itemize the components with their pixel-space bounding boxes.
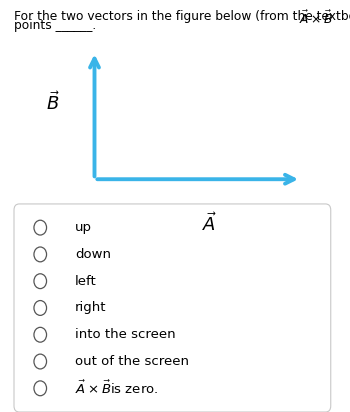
Text: into the screen: into the screen <box>75 328 176 341</box>
Text: points ______.: points ______. <box>14 19 96 33</box>
Text: up: up <box>75 221 92 234</box>
Circle shape <box>34 247 47 262</box>
Text: out of the screen: out of the screen <box>75 355 189 368</box>
Text: left: left <box>75 275 97 288</box>
Text: down: down <box>75 248 111 261</box>
Circle shape <box>34 274 47 288</box>
Circle shape <box>34 327 47 342</box>
Circle shape <box>34 354 47 369</box>
Circle shape <box>34 381 47 396</box>
Text: $\vec{A}\times \vec{B}$is zero.: $\vec{A}\times \vec{B}$is zero. <box>75 379 159 397</box>
Text: $\vec{B}$: $\vec{B}$ <box>46 91 60 115</box>
Text: right: right <box>75 302 107 314</box>
Circle shape <box>34 301 47 316</box>
Text: $\vec{A}$: $\vec{A}$ <box>203 212 217 235</box>
FancyBboxPatch shape <box>14 204 331 412</box>
Circle shape <box>34 220 47 235</box>
Text: For the two vectors in the figure below (from the textbook),: For the two vectors in the figure below … <box>14 10 350 23</box>
Text: $\vec{A}\times \vec{B}$: $\vec{A}\times \vec{B}$ <box>299 10 333 27</box>
